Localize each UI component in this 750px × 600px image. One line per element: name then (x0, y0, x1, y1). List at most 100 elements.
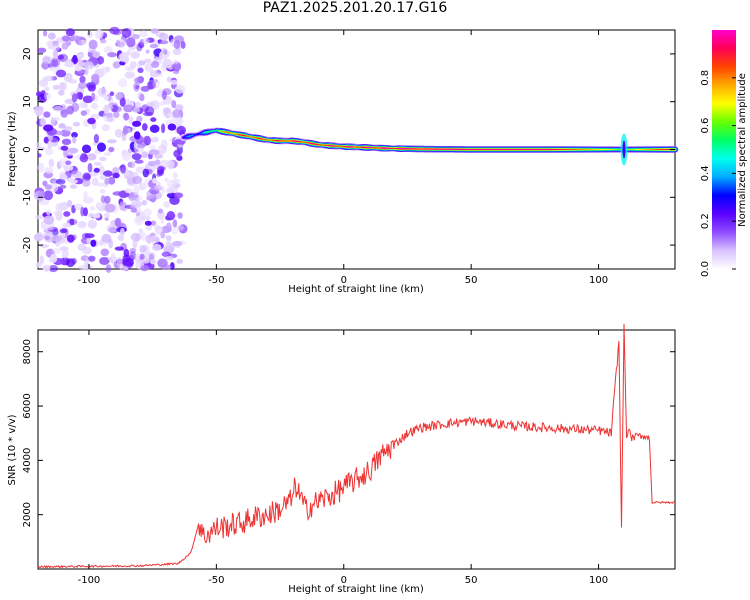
noise-blob (99, 257, 110, 265)
noise-blob (150, 28, 159, 34)
noise-blob (141, 200, 148, 206)
noise-blob (100, 248, 110, 257)
noise-blob (124, 188, 133, 194)
noise-blob (130, 207, 138, 213)
noise-blob (59, 184, 67, 189)
noise-blob (63, 126, 73, 132)
noise-blob (97, 87, 108, 97)
noise-blob (142, 136, 149, 144)
spike-feature-core (622, 140, 626, 159)
noise-blob (144, 58, 152, 64)
noise-blob (143, 208, 152, 217)
noise-blob (44, 75, 54, 82)
noise-blob (148, 149, 160, 156)
noise-blob (60, 109, 68, 118)
noise-blob (154, 159, 161, 165)
noise-blob (36, 47, 47, 53)
noise-blob (34, 106, 44, 116)
noise-blob (82, 95, 94, 104)
noise-blob (100, 188, 106, 194)
x-tick-label: -50 (208, 275, 224, 286)
noise-blob (162, 58, 173, 69)
noise-blob (105, 104, 113, 111)
noise-blob (112, 172, 120, 179)
x-tick-label: 50 (465, 575, 478, 586)
y-tick-label: 8000 (22, 339, 33, 364)
noise-blob (149, 79, 158, 84)
snr-y-axis-label: SNR (10 * v/v) (7, 414, 18, 485)
noise-blob (99, 175, 107, 180)
noise-blob (149, 144, 156, 150)
snr-ticks: -100 -50 0 50 100 2000 4000 6000 8000 (22, 330, 675, 586)
noise-blob (86, 30, 93, 38)
x-tick-label: 100 (589, 275, 608, 286)
noise-blob (119, 201, 126, 211)
noise-blob (60, 257, 71, 266)
noise-blob (83, 61, 94, 70)
noise-blob (172, 109, 181, 118)
noise-blob (88, 255, 96, 262)
y-tick-label: -10 (22, 189, 33, 205)
noise-blob (87, 84, 96, 92)
noise-blob (141, 151, 149, 159)
noise-blob (139, 245, 144, 254)
noise-blob (35, 146, 46, 151)
noise-blob (120, 227, 125, 236)
colorbar-ticks: 0.0 0.2 0.4 0.6 0.8 (700, 70, 736, 277)
noise-blob (126, 104, 133, 110)
noise-blob (115, 39, 120, 47)
noise-blob (138, 182, 147, 191)
noise-blob (172, 240, 183, 247)
noise-blob (43, 111, 51, 118)
noise-blob (78, 101, 86, 109)
noise-blob (103, 112, 108, 122)
noise-blob (104, 177, 110, 185)
noise-blob (151, 73, 163, 78)
noise-blob (91, 177, 99, 186)
noise-blob (92, 50, 101, 59)
noise-blob (130, 232, 142, 242)
noise-blob (114, 217, 122, 228)
noise-blob (45, 209, 51, 216)
noise-blob (42, 264, 51, 272)
noise-blob (131, 153, 142, 161)
noise-blob (157, 165, 165, 175)
noise-blob (172, 172, 178, 179)
noise-blob (142, 168, 149, 178)
noise-blob (165, 222, 172, 233)
noise-blob (142, 250, 151, 258)
noise-blob (157, 258, 168, 268)
y-tick-label: 0 (22, 146, 33, 152)
noise-blob (79, 154, 89, 163)
page-title: PAZ1.2025.201.20.17.G16 (262, 0, 448, 16)
noise-blob (139, 253, 145, 260)
noise-blob (58, 89, 65, 96)
colorbar: 0.0 0.2 0.4 0.6 0.8 Normalized spectral ampl… (700, 30, 748, 277)
colorbar-gradient (712, 30, 736, 269)
noise-blob (50, 57, 61, 68)
noise-blob (66, 200, 73, 208)
noise-blob (139, 93, 145, 102)
noise-blob (150, 61, 160, 68)
noise-blob (151, 243, 162, 252)
noise-blob (52, 50, 59, 58)
noise-blob (40, 117, 46, 127)
noise-blob (103, 95, 110, 101)
colorbar-tick-label: 0.6 (700, 118, 711, 134)
noise-blob (174, 117, 184, 126)
noise-blob (118, 52, 129, 63)
noise-blob (63, 211, 71, 217)
noise-blob (35, 262, 42, 268)
noise-blob (173, 192, 184, 199)
noise-blob (64, 61, 75, 68)
noise-blob (153, 185, 163, 192)
noise-blob (147, 101, 155, 108)
noise-blob (135, 76, 144, 84)
noise-blob (55, 178, 66, 185)
x-tick-label: -100 (78, 275, 101, 286)
noise-blob (107, 52, 117, 58)
spectrogram-ridge (179, 127, 679, 166)
noise-blob (93, 167, 100, 173)
noise-blob (77, 61, 86, 67)
